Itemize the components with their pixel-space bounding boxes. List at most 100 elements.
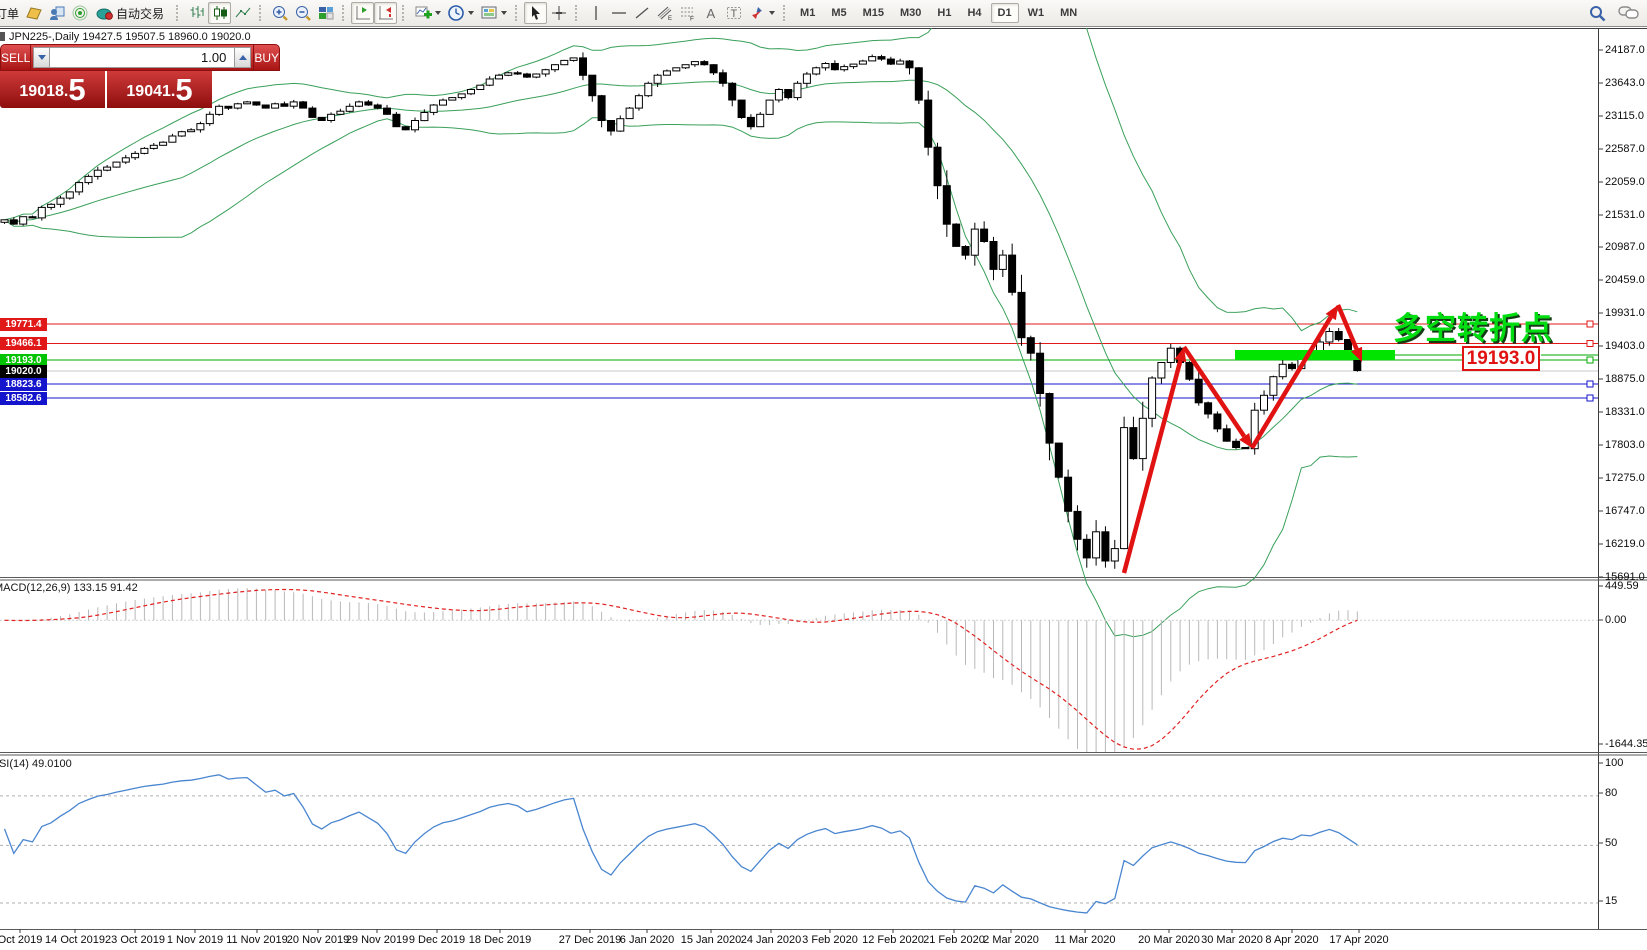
chart-mini-icon	[0, 32, 5, 41]
timeframe-M30[interactable]: M30	[900, 7, 922, 19]
template-button[interactable]	[477, 2, 510, 24]
line-chart-button[interactable]	[231, 2, 254, 24]
price-axis-label: 22587.0	[1605, 143, 1645, 155]
chart-canvas[interactable]	[0, 28, 1647, 950]
price-axis-label: 19403.0	[1605, 340, 1645, 352]
price-tag: 18823.6	[0, 377, 47, 391]
zoom-in-icon	[272, 6, 288, 21]
price-axis-label: 22059.0	[1605, 176, 1645, 188]
macd-axis-label: -1644.35	[1605, 738, 1647, 750]
sell-price-dot: .	[63, 83, 69, 100]
new-order-button[interactable]: 订单	[0, 2, 22, 24]
profile-button[interactable]	[45, 2, 68, 24]
fibonacci-icon: F	[680, 7, 694, 22]
crosshair-button[interactable]	[547, 2, 570, 24]
template-icon	[481, 6, 497, 19]
periods-clock-icon	[448, 5, 464, 21]
zoom-in-button[interactable]	[268, 2, 291, 24]
candlestick-button[interactable]	[208, 2, 232, 24]
macd-label: MACD(12,26,9) 133.15 91.42	[0, 582, 138, 594]
date-axis-label: 3 Feb 2020	[802, 934, 858, 946]
add-indicator-button[interactable]	[411, 2, 444, 24]
triangle-up-icon	[238, 55, 247, 60]
chat-button[interactable]	[1617, 2, 1641, 24]
date-axis-label: 20 Mar 2020	[1138, 934, 1200, 946]
triangle-down-icon	[37, 55, 46, 60]
chart-shift-button[interactable]	[351, 2, 375, 24]
metaeditor-button[interactable]	[22, 2, 45, 24]
autotrading-icon	[96, 8, 113, 20]
annotation-text: 多空转折点	[1393, 311, 1553, 346]
search-button[interactable]	[1586, 2, 1609, 24]
add-indicator-icon	[415, 6, 433, 19]
sell-price[interactable]: 19018. 5	[0, 71, 105, 108]
price-tag: 19466.1	[0, 336, 47, 350]
chart-area[interactable]: JPN225-,Daily 19427.5 19507.5 18960.0 19…	[0, 28, 1647, 950]
timeframe-M5[interactable]: M5	[831, 7, 847, 19]
price-tag: 19193.0	[0, 353, 47, 367]
chat-icon	[1618, 6, 1639, 19]
toolbar-handle	[515, 5, 520, 21]
channel-icon: E	[657, 6, 672, 22]
search-icon	[1590, 5, 1606, 21]
buy-price[interactable]: 19041. 5	[107, 71, 212, 108]
price-axis-label: 20459.0	[1605, 274, 1645, 286]
sell-price-pip: 5	[68, 72, 86, 107]
arrows-button[interactable]	[745, 2, 778, 24]
chevron-down-icon	[435, 11, 442, 15]
symbol-label: JPN225-,Daily 19427.5 19507.5 18960.0 19…	[0, 31, 251, 43]
timeframe-MN[interactable]: MN	[1060, 7, 1078, 19]
price-tag: 19771.4	[0, 317, 47, 331]
auto-scroll-button[interactable]	[374, 2, 398, 24]
timeframe-M15[interactable]: M15	[862, 7, 884, 19]
buy-button[interactable]: BUY	[253, 44, 281, 71]
timeframe-D1[interactable]: D1	[990, 3, 1019, 23]
arrows-icon	[752, 7, 763, 19]
date-axis-label: 1 Nov 2019	[166, 934, 224, 946]
channel-button[interactable]: E	[653, 2, 676, 24]
vertical-line-icon	[594, 6, 597, 20]
date-axis-label: 20 Nov 2019	[286, 934, 350, 946]
svg-text:E: E	[668, 16, 672, 22]
horizontal-line-button[interactable]	[607, 2, 630, 24]
price-axis-label: 18875.0	[1605, 373, 1645, 385]
text-button[interactable]: A	[699, 2, 722, 24]
text-label-button[interactable]: T	[722, 2, 745, 24]
price-callout-box: 19193.0	[1462, 346, 1540, 371]
zoom-out-button[interactable]	[291, 2, 314, 24]
price-tag: 18582.6	[0, 391, 47, 405]
horizontal-line-icon	[611, 12, 626, 14]
tile-windows-button[interactable]	[314, 2, 337, 24]
text-icon: A	[706, 6, 715, 21]
timeframe-H1[interactable]: H1	[937, 7, 952, 19]
timeframe-W1[interactable]: W1	[1027, 7, 1045, 19]
toolbar-handle	[342, 5, 347, 21]
date-axis-label: 2 Mar 2020	[983, 934, 1039, 946]
trendline-button[interactable]	[630, 2, 653, 24]
volume-spinner	[31, 44, 254, 71]
timeframe-M1[interactable]: M1	[800, 7, 816, 19]
date-axis-label: 21 Feb 2020	[923, 934, 985, 946]
cursor-button[interactable]	[524, 2, 548, 24]
date-axis-label: 23 Oct 2019	[105, 934, 165, 946]
autotrading-label: 自动交易	[116, 6, 165, 21]
periods-button[interactable]	[444, 2, 477, 24]
candlestick-icon	[213, 6, 227, 20]
date-axis-label: 14 Oct 2019	[45, 934, 105, 946]
timeframe-H4[interactable]: H4	[967, 7, 982, 19]
toolbar-handle	[783, 5, 788, 21]
date-axis-label: 9 Dec 2019	[408, 934, 466, 946]
broadcast-button[interactable]	[68, 2, 91, 24]
volume-increase-button[interactable]	[234, 47, 252, 68]
volume-decrease-button[interactable]	[33, 47, 51, 68]
price-axis-label: 18331.0	[1605, 406, 1645, 418]
sell-button[interactable]: SELL	[0, 44, 32, 71]
autotrading-button[interactable]: 自动交易	[91, 2, 171, 24]
vertical-line-button[interactable]	[584, 2, 607, 24]
volume-input[interactable]	[50, 47, 235, 68]
chevron-down-icon	[501, 11, 508, 15]
bar-chart-button[interactable]	[185, 2, 208, 24]
buy-price-pip: 5	[175, 72, 193, 107]
fibonacci-button[interactable]: F	[676, 2, 699, 24]
date-axis-label: 8 Apr 2020	[1265, 934, 1319, 946]
